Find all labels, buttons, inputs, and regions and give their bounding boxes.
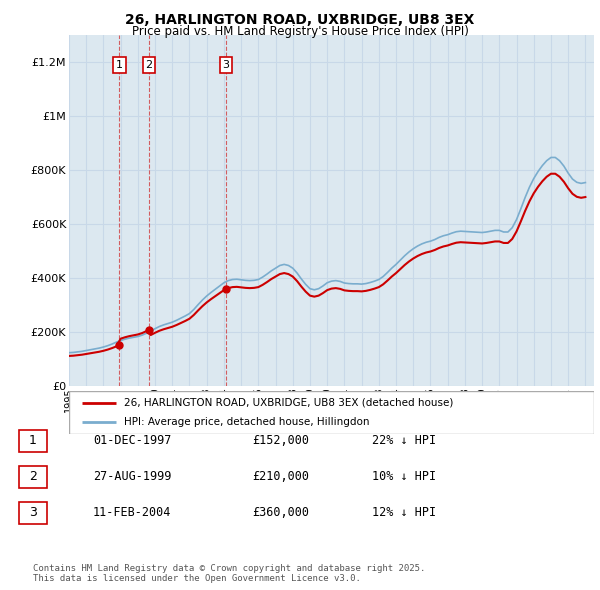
Text: HPI: Average price, detached house, Hillingdon: HPI: Average price, detached house, Hill… (124, 417, 370, 427)
Text: 3: 3 (29, 506, 37, 519)
Text: 22% ↓ HPI: 22% ↓ HPI (372, 434, 436, 447)
Text: 27-AUG-1999: 27-AUG-1999 (93, 470, 172, 483)
Text: 01-DEC-1997: 01-DEC-1997 (93, 434, 172, 447)
Text: 26, HARLINGTON ROAD, UXBRIDGE, UB8 3EX (detached house): 26, HARLINGTON ROAD, UXBRIDGE, UB8 3EX (… (124, 398, 454, 408)
Text: 1: 1 (29, 434, 37, 447)
Text: Price paid vs. HM Land Registry's House Price Index (HPI): Price paid vs. HM Land Registry's House … (131, 25, 469, 38)
Text: 26, HARLINGTON ROAD, UXBRIDGE, UB8 3EX: 26, HARLINGTON ROAD, UXBRIDGE, UB8 3EX (125, 13, 475, 27)
Text: 11-FEB-2004: 11-FEB-2004 (93, 506, 172, 519)
Text: 10% ↓ HPI: 10% ↓ HPI (372, 470, 436, 483)
Text: 2: 2 (29, 470, 37, 483)
Text: 12% ↓ HPI: 12% ↓ HPI (372, 506, 436, 519)
Text: 2: 2 (145, 60, 152, 70)
Text: £152,000: £152,000 (252, 434, 309, 447)
Text: 3: 3 (223, 60, 229, 70)
Text: £210,000: £210,000 (252, 470, 309, 483)
Text: £360,000: £360,000 (252, 506, 309, 519)
Text: Contains HM Land Registry data © Crown copyright and database right 2025.
This d: Contains HM Land Registry data © Crown c… (33, 563, 425, 583)
Text: 1: 1 (116, 60, 123, 70)
